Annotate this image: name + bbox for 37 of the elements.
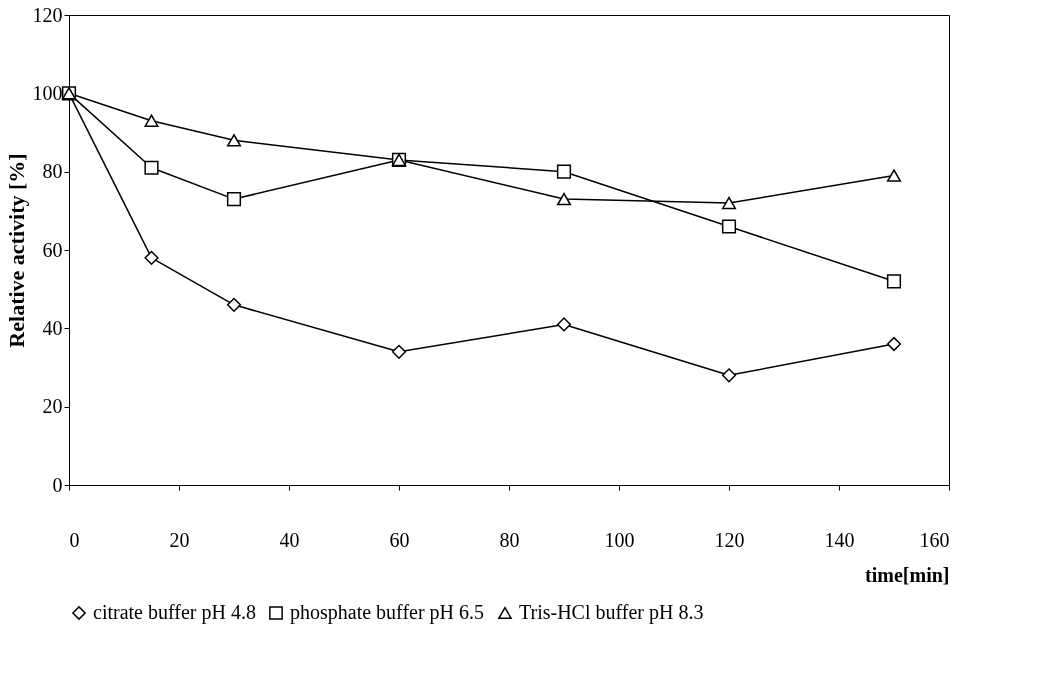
legend-label: Tris-HCl buffer pH 8.3 bbox=[519, 601, 704, 624]
point bbox=[556, 192, 572, 206]
y-axis-title: Relative activity [%] bbox=[3, 153, 29, 348]
y-tick-label: 100 bbox=[32, 81, 63, 104]
point bbox=[144, 250, 159, 265]
point bbox=[721, 196, 737, 210]
point bbox=[721, 368, 737, 383]
y-tick-label: 80 bbox=[42, 160, 63, 183]
point bbox=[144, 160, 159, 175]
point bbox=[886, 336, 902, 352]
x-tick-label: 100 bbox=[604, 528, 635, 551]
y-tick-label: 20 bbox=[42, 395, 63, 418]
x-tick-label: 140 bbox=[824, 528, 855, 551]
point bbox=[226, 192, 242, 207]
x-tick-label: 40 bbox=[279, 528, 300, 551]
point bbox=[886, 274, 902, 289]
point bbox=[556, 317, 572, 332]
point bbox=[226, 134, 242, 147]
x-tick-label: 160 bbox=[919, 528, 950, 551]
x-tick-label: 60 bbox=[389, 528, 410, 551]
x-tick-label: 120 bbox=[714, 528, 745, 551]
y-tick-label: 0 bbox=[52, 473, 63, 496]
legend-label: phosphate buffer pH 6.5 bbox=[290, 601, 485, 624]
point bbox=[721, 219, 737, 234]
point bbox=[391, 344, 407, 359]
x-tick-label: 80 bbox=[499, 528, 520, 551]
x-axis-title: time[min] bbox=[865, 563, 950, 586]
point bbox=[144, 114, 159, 127]
x-tick-label: 20 bbox=[169, 528, 190, 551]
y-tick-label: 60 bbox=[42, 238, 63, 261]
y-tick-label: 120 bbox=[32, 3, 63, 26]
y-tick-label: 40 bbox=[42, 316, 63, 339]
legend-label: citrate buffer pH 4.8 bbox=[93, 601, 256, 624]
point bbox=[886, 169, 902, 182]
x-tick-label: 0 bbox=[69, 528, 80, 551]
point bbox=[556, 164, 572, 179]
point bbox=[226, 297, 242, 312]
